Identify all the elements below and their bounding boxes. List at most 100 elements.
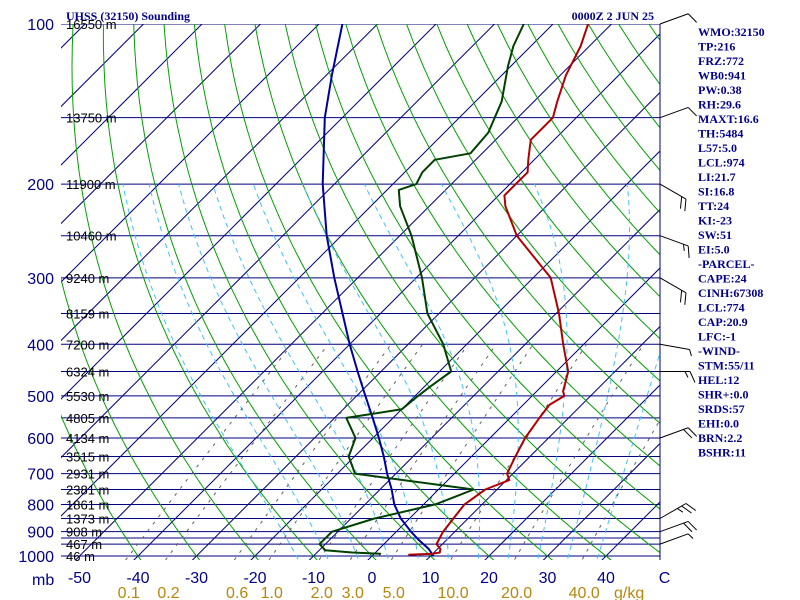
height-label: 1373 m <box>66 511 109 526</box>
mixing-ratio-label: 40.0 <box>569 585 600 600</box>
chart-title-left: UHSS (32150) Sounding <box>66 9 190 23</box>
wind-barb <box>659 343 692 357</box>
sounding-index: RH:29.6 <box>698 98 741 112</box>
wind-barb <box>659 235 690 259</box>
temperature-tick-label: 40 <box>597 570 615 587</box>
pressure-tick-label: 200 <box>27 177 54 194</box>
height-label: 7200 m <box>66 337 109 352</box>
height-label: 1861 m <box>66 497 109 512</box>
sounding-index: LCL:974 <box>698 156 745 170</box>
dry-adiabat-line <box>224 24 554 560</box>
temperature-tick-label: 20 <box>480 570 498 587</box>
sounding-index: -PARCEL- <box>698 257 754 271</box>
mixing-ratio-label: 1.0 <box>261 585 283 600</box>
moist-adiabat-line <box>122 184 300 560</box>
height-label: 46 m <box>66 549 95 564</box>
height-label: 2381 m <box>66 483 109 498</box>
sounding-curves <box>318 24 590 557</box>
mixing-ratio-label: 2.0 <box>311 585 333 600</box>
moist-adiabat-line <box>363 183 481 560</box>
sounding-index: WMO:32150 <box>698 25 765 39</box>
dry-adiabat-line <box>102 24 318 560</box>
sounding-index: EHI:0.0 <box>698 417 739 431</box>
dewpoint-curve <box>318 24 525 556</box>
isotherm-line <box>61 24 145 108</box>
chart-title-right: 0000Z 2 JUN 25 <box>572 9 654 23</box>
temperature-tick-label: 10 <box>422 570 440 587</box>
pressure-tick-label: 600 <box>27 431 54 448</box>
dry-adiabat-line <box>375 24 660 424</box>
sounding-index: LFC:-1 <box>698 330 736 344</box>
mixing-ratio-label: 20.0 <box>501 585 532 600</box>
height-label: 8159 m <box>66 306 109 321</box>
parcel-curve <box>321 24 435 557</box>
sounding-index: TP:216 <box>698 40 735 54</box>
temperature-tick-label: C <box>659 570 671 587</box>
mixing-ratio-label: 5.0 <box>383 585 405 600</box>
sounding-index: SHR+:0.0 <box>698 388 749 402</box>
dry-adiabat-line <box>61 276 201 560</box>
isotherm-line <box>250 150 660 560</box>
dry-adiabat-line <box>405 24 660 382</box>
height-label: 3515 m <box>66 449 109 464</box>
sounding-index: HEL:12 <box>698 373 739 387</box>
pressure-tick-label: 400 <box>27 337 54 354</box>
isotherm-line <box>61 24 437 400</box>
pressure-tick-label: 500 <box>27 389 54 406</box>
temperature-tick-label: -40 <box>126 570 149 587</box>
isotherm-line <box>61 24 320 283</box>
dry-adiabat-line <box>314 24 660 510</box>
sounding-index: WB0:941 <box>698 69 746 83</box>
isotherm-line <box>74 24 613 560</box>
sounding-index: CAPE:24 <box>698 272 747 286</box>
height-label: 11900 m <box>66 177 116 192</box>
temperature-tick-label: 0 <box>368 570 377 587</box>
wind-barb <box>659 183 687 212</box>
moist-adiabat-line <box>441 183 519 560</box>
dry-adiabat-line <box>163 24 436 560</box>
sounding-index: CAP:20.9 <box>698 315 748 329</box>
mixing-ratio-label: 0.1 <box>118 585 140 600</box>
moist-adiabat-line <box>533 183 568 560</box>
sounding-index: TH:5484 <box>698 127 743 141</box>
pressure-unit-label: mb <box>32 572 54 589</box>
height-label: 9240 m <box>66 271 109 286</box>
dry-adiabat-line <box>496 24 660 256</box>
sounding-index: EI:5.0 <box>698 243 730 257</box>
isotherm-line <box>308 208 660 560</box>
wind-barb <box>659 520 698 533</box>
mixing-ratio-line <box>513 344 644 560</box>
temperature-curve <box>408 24 590 556</box>
pressure-tick-label: 300 <box>27 271 54 288</box>
mixing-ratio-label: 0.6 <box>226 585 248 600</box>
sounding-index: TT:24 <box>698 199 729 213</box>
sounding-index: LCL:774 <box>698 301 745 315</box>
mixing-ratio-line <box>450 344 587 560</box>
isotherm-line <box>133 33 660 560</box>
isotherm-line <box>542 442 660 560</box>
sounding-index: STM:55/11 <box>698 359 755 373</box>
sounding-index: FRZ:772 <box>698 54 744 68</box>
isotherm-line <box>191 91 660 560</box>
sounding-index: CINH:67308 <box>698 286 763 300</box>
pressure-tick-label: 1000 <box>18 549 54 566</box>
height-label: 5530 m <box>66 389 109 404</box>
moist-adiabat-line <box>148 183 329 560</box>
pressure-tick-label: 100 <box>27 17 54 34</box>
chart-grid <box>61 24 660 560</box>
dry-adiabat-line <box>71 24 259 560</box>
mixing-ratio-line <box>581 418 660 560</box>
wind-barb <box>659 503 697 519</box>
wind-barb <box>659 533 694 545</box>
sounding-index: MAXT:16.6 <box>698 112 759 126</box>
pressure-tick-label: 700 <box>27 467 54 484</box>
isotherm-line <box>367 267 660 560</box>
height-label: 13750 m <box>66 111 117 126</box>
wind-barb <box>659 277 687 305</box>
sounding-indices-panel: WMO:32150TP:216FRZ:772WB0:941PW:0.38RH:2… <box>698 25 765 460</box>
sounding-index: -WIND- <box>698 344 740 358</box>
isotherm-line <box>61 24 262 225</box>
